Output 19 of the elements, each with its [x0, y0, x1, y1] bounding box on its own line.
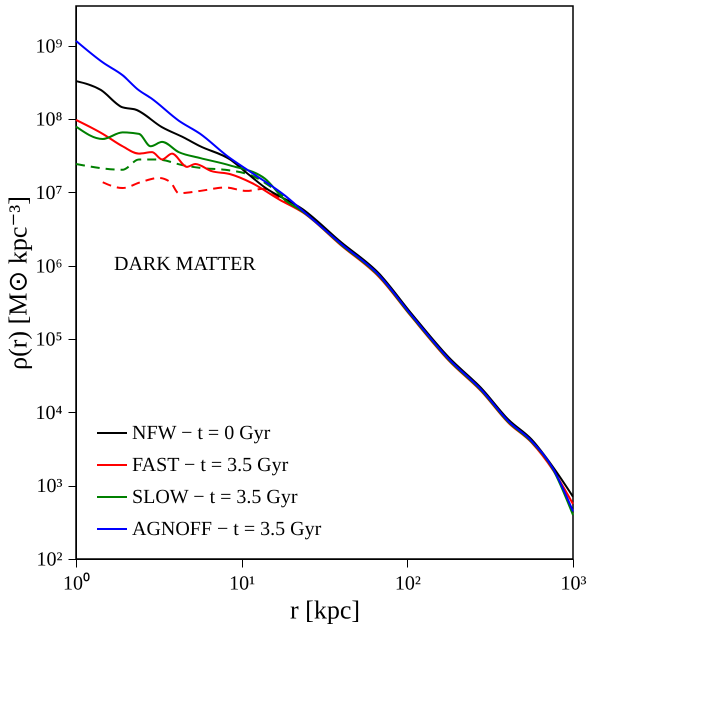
- annotation: DARK MATTER: [114, 253, 256, 275]
- y-tick-label: 10⁹: [36, 35, 63, 58]
- y-tick-label: 10⁷: [36, 182, 63, 204]
- y-tick-label: 10⁶: [36, 255, 63, 278]
- legend-label: SLOW − t = 3.5 Gyr: [132, 486, 298, 508]
- legend-label: NFW − t = 0 Gyr: [132, 422, 271, 444]
- x-tick-label: 10³: [560, 572, 586, 594]
- y-tick-label: 10⁵: [36, 328, 62, 351]
- x-tick-label: 10⁰: [63, 572, 90, 594]
- y-tick-label: 10⁸: [36, 108, 63, 131]
- y-tick-label: 10²: [36, 548, 62, 570]
- x-axis-title: r [kpc]: [290, 596, 360, 624]
- x-tick-label: 10²: [394, 572, 421, 594]
- legend-label: AGNOFF − t = 3.5 Gyr: [132, 518, 322, 540]
- y-tick-label: 10⁴: [36, 402, 63, 424]
- legend-label: FAST − t = 3.5 Gyr: [132, 454, 289, 476]
- x-tick-label: 10¹: [229, 572, 256, 594]
- y-axis-title: ρ(r) [M⊙ kpc⁻³]: [4, 196, 33, 370]
- y-tick-label: 10³: [36, 475, 62, 498]
